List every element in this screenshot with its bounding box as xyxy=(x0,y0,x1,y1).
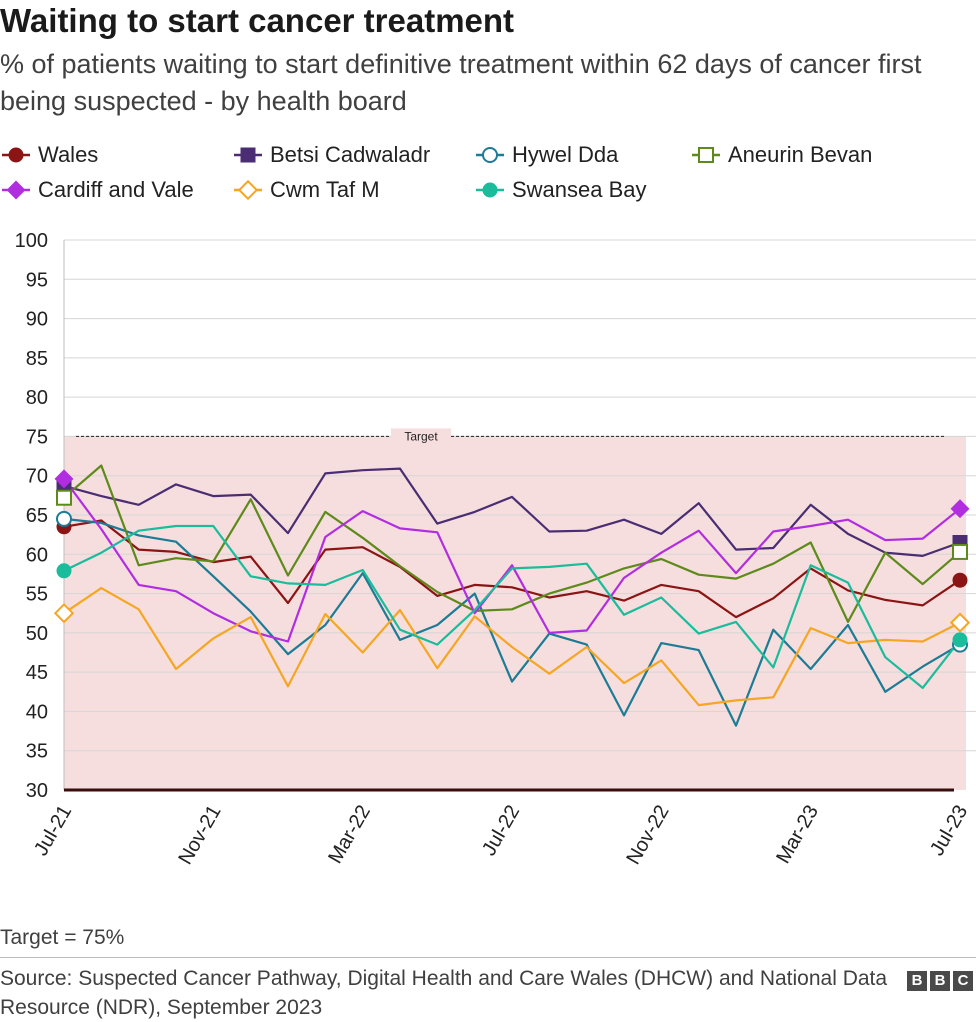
legend-swatch xyxy=(2,180,30,200)
chart-legend: Wales Betsi Cadwaladr Hywel Dda Aneurin Bev… xyxy=(0,140,976,210)
y-tick-label: 85 xyxy=(26,348,48,370)
logo-letter: B xyxy=(930,971,950,991)
series-endpoint-aneurin-bevan xyxy=(56,489,72,506)
y-tick-label: 30 xyxy=(26,780,48,802)
legend-item-wales: Wales xyxy=(0,140,98,170)
y-tick-label: 55 xyxy=(26,584,48,606)
series-endpoint-cardiff-and-vale xyxy=(54,469,74,489)
legend-label: Wales xyxy=(38,142,99,167)
y-tick-label: 90 xyxy=(26,309,48,331)
x-tick-label: Nov-21 xyxy=(174,802,225,869)
chart-title: Waiting to start cancer treatment xyxy=(0,2,515,39)
x-tick-label: Jul-21 xyxy=(30,802,76,860)
y-tick-label: 60 xyxy=(26,544,48,566)
legend-swatch xyxy=(234,147,262,163)
legend-swatch xyxy=(692,147,720,163)
y-tick-label: 50 xyxy=(26,623,48,645)
legend-item-swansea-bay: Swansea Bay xyxy=(474,175,647,205)
series-line-betsi-cadwaladr xyxy=(63,467,961,557)
legend-item-aneurin-bevan: Aneurin Bevan xyxy=(690,140,872,170)
legend-item-cardiff-and-vale: Cardiff and Vale xyxy=(0,175,194,205)
x-tick-label: Jul-23 xyxy=(926,802,972,860)
series-line-cwm-taf-m xyxy=(63,587,961,707)
series-endpoint-cardiff-and-vale xyxy=(950,499,970,519)
chart-subtitle: % of patients waiting to start definitiv… xyxy=(0,49,922,116)
bbc-logo: B B C xyxy=(907,971,973,991)
y-tick-label: 65 xyxy=(26,505,48,527)
legend-label: Hywel Dda xyxy=(512,142,619,167)
legend-swatch xyxy=(476,182,504,198)
series-endpoint-cwm-taf-m xyxy=(53,603,75,624)
logo-letter: C xyxy=(953,971,973,991)
footer-divider xyxy=(0,957,976,958)
legend-label: Aneurin Bevan xyxy=(728,142,873,167)
y-tick-label: 75 xyxy=(26,426,48,448)
legend-item-betsi-cadwaladr: Betsi Cadwaladr xyxy=(232,140,430,170)
series-endpoint-swansea-bay xyxy=(56,563,72,579)
x-tick-label: Jul-22 xyxy=(478,802,524,860)
target-shaded-area xyxy=(64,436,966,790)
series-line-cardiff-and-vale xyxy=(63,478,961,643)
y-tick-label: 45 xyxy=(26,662,48,684)
target-label-bg xyxy=(391,428,451,445)
series-endpoint-aneurin-bevan xyxy=(952,543,968,560)
series-endpoint-hywel-dda xyxy=(56,510,72,527)
legend-label: Swansea Bay xyxy=(512,177,647,202)
series-line-swansea-bay xyxy=(63,524,961,689)
legend-label: Betsi Cadwaladr xyxy=(270,142,431,167)
legend-swatch xyxy=(476,147,504,163)
y-tick-label: 70 xyxy=(26,466,48,488)
legend-item-cwm-taf-m: Cwm Taf M xyxy=(232,175,380,205)
legend-label: Cardiff and Vale xyxy=(38,177,194,202)
series-endpoint-wales xyxy=(952,572,968,588)
legend-label: Cwm Taf M xyxy=(270,177,380,202)
legend-swatch xyxy=(2,147,30,163)
target-label: Target xyxy=(404,429,438,443)
y-tick-label: 35 xyxy=(26,741,48,763)
y-tick-label: 100 xyxy=(15,230,48,252)
x-tick-label: Mar-23 xyxy=(772,802,823,868)
series-line-hywel-dda xyxy=(63,517,961,727)
series-endpoint-cwm-taf-m xyxy=(949,612,971,633)
y-tick-label: 95 xyxy=(26,269,48,291)
legend-item-hywel-dda: Hywel Dda xyxy=(474,140,618,170)
series-endpoint-swansea-bay xyxy=(952,632,968,648)
target-note: Target = 75% xyxy=(0,926,125,949)
logo-letter: B xyxy=(907,971,927,991)
series-line-aneurin-bevan xyxy=(63,464,961,623)
y-tick-label: 40 xyxy=(26,701,48,723)
x-tick-label: Mar-22 xyxy=(324,802,375,868)
y-tick-label: 80 xyxy=(26,387,48,409)
line-chart: 100 95 90 85 80 75 70 65 60 55 50 45 40 35 30 Target Jul… xyxy=(15,230,976,869)
source-text: Source: Suspected Cancer Pathway, Digita… xyxy=(0,967,888,1019)
legend-swatch xyxy=(234,179,262,201)
x-tick-label: Nov-22 xyxy=(622,802,673,869)
